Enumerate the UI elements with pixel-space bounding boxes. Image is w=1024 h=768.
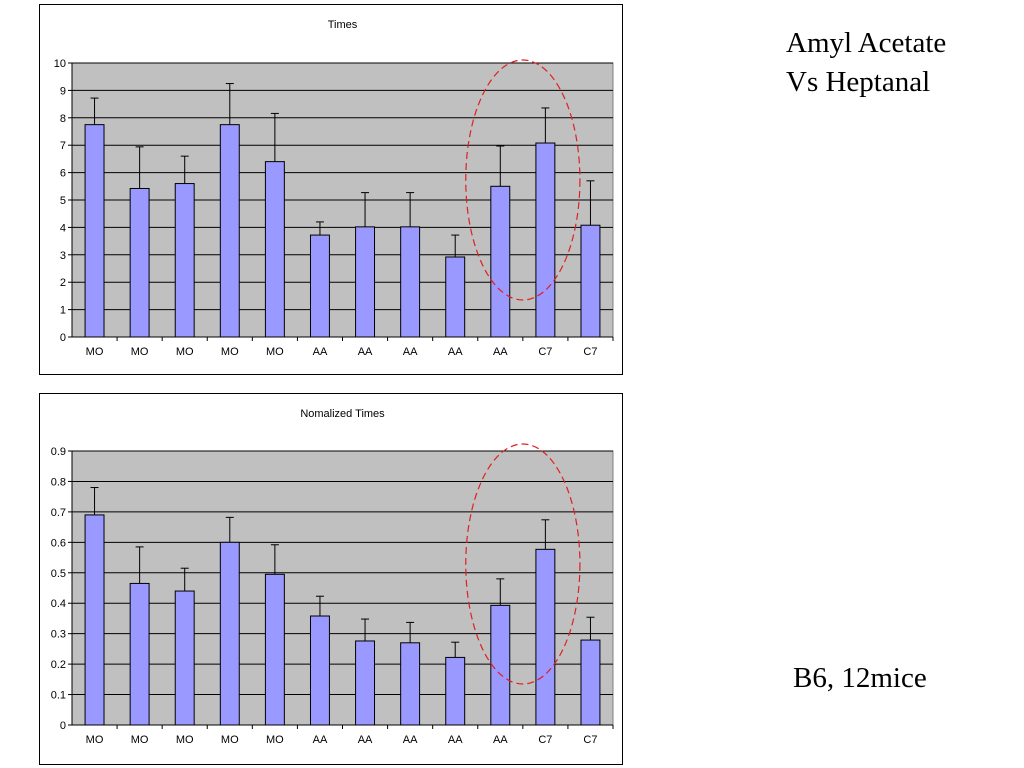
y-tick-label: 0: [60, 720, 66, 732]
times-chart-svg: Times 0 1 2 3 4 5 6 7 8 9 10 MO MO MO MO MO AA AA AA AA AA C7 C…: [54, 19, 614, 358]
bar: [355, 226, 376, 338]
bar: [84, 514, 105, 726]
bar: [400, 642, 421, 726]
bar: [264, 161, 285, 338]
bar: [535, 548, 556, 726]
y-tick-label: 10: [54, 58, 66, 70]
comparison-title: Amyl Acetate Vs Heptanal: [786, 24, 946, 102]
bar: [219, 124, 240, 338]
x-tick-label: AA: [448, 734, 463, 746]
y-tick-label: 0: [60, 332, 66, 344]
bar: [129, 187, 150, 338]
bar: [309, 615, 330, 726]
bar: [400, 226, 421, 338]
x-tick-label: AA: [403, 734, 418, 746]
plot-area: [71, 450, 614, 726]
x-tick-label: C7: [583, 346, 597, 358]
y-tick-label: 0.9: [51, 446, 66, 458]
normalized-times-chart-svg: Nomalized Times 0 0.1 0.2 0.3 0.4 0.5 0.6 0.7 0.8…: [51, 408, 614, 746]
bar: [355, 640, 376, 726]
bar: [84, 124, 105, 338]
bar: [490, 604, 511, 726]
x-tick-label: MO: [131, 346, 149, 358]
bar: [309, 234, 330, 338]
x-tick-label: AA: [403, 346, 418, 358]
x-tick-label: C7: [583, 734, 597, 746]
bar: [580, 224, 601, 338]
y-tick-label: 1: [60, 305, 66, 317]
y-tick-label: 0.6: [51, 537, 66, 549]
x-tick-label: MO: [176, 734, 194, 746]
y-tick-label: 8: [60, 113, 66, 125]
bar: [535, 142, 556, 338]
x-tick-label: AA: [358, 346, 373, 358]
y-tick-label: 6: [60, 168, 66, 180]
comparison-title-line2: Vs Heptanal: [786, 66, 931, 98]
highlight-ellipse: [465, 443, 581, 685]
x-tick-label: MO: [266, 734, 284, 746]
normalized-times-chart: Nomalized Times 0 0.1 0.2 0.3 0.4 0.5 0.6 0.7 0.8…: [39, 393, 623, 765]
x-tick-label: MO: [131, 734, 149, 746]
x-tick-label: C7: [538, 734, 552, 746]
bar: [264, 573, 285, 726]
y-tick-label: 4: [60, 222, 66, 234]
sample-note: B6, 12mice: [793, 662, 927, 694]
y-tick-label: 3: [60, 250, 66, 262]
chart-title: Times: [328, 19, 358, 31]
bar: [174, 183, 195, 338]
bar: [129, 582, 150, 726]
x-tick-label: MO: [86, 346, 104, 358]
x-tick-label: MO: [266, 346, 284, 358]
bar: [219, 541, 240, 726]
y-tick-label: 0.1: [51, 690, 66, 702]
times-chart: Times 0 1 2 3 4 5 6 7 8 9 10 MO MO MO MO MO AA AA AA AA AA C7 C…: [39, 4, 623, 375]
bar: [174, 590, 195, 726]
x-tick-label: MO: [86, 734, 104, 746]
y-tick-label: 0.7: [51, 507, 66, 519]
x-tick-label: AA: [313, 346, 328, 358]
y-tick-label: 0.4: [51, 598, 66, 610]
x-tick-label: C7: [538, 346, 552, 358]
x-tick-label: MO: [176, 346, 194, 358]
y-tick-label: 0.3: [51, 629, 66, 641]
x-tick-label: MO: [221, 734, 239, 746]
x-tick-label: AA: [493, 734, 508, 746]
bar: [445, 656, 466, 726]
y-tick-label: 0.2: [51, 659, 66, 671]
y-tick-label: 0.8: [51, 476, 66, 488]
y-tick-label: 2: [60, 277, 66, 289]
y-tick-label: 0.5: [51, 568, 66, 580]
bar: [490, 185, 511, 338]
x-tick-label: AA: [493, 346, 508, 358]
x-tick-label: AA: [448, 346, 463, 358]
y-tick-label: 9: [60, 85, 66, 97]
y-tick-label: 7: [60, 140, 66, 152]
bar: [580, 639, 601, 726]
bar: [445, 256, 466, 338]
x-tick-label: AA: [358, 734, 373, 746]
comparison-title-line1: Amyl Acetate: [786, 27, 947, 59]
chart-title: Nomalized Times: [300, 408, 385, 420]
x-tick-label: AA: [313, 734, 328, 746]
y-tick-label: 5: [60, 195, 66, 207]
highlight-ellipse: [465, 59, 581, 301]
x-tick-label: MO: [221, 346, 239, 358]
